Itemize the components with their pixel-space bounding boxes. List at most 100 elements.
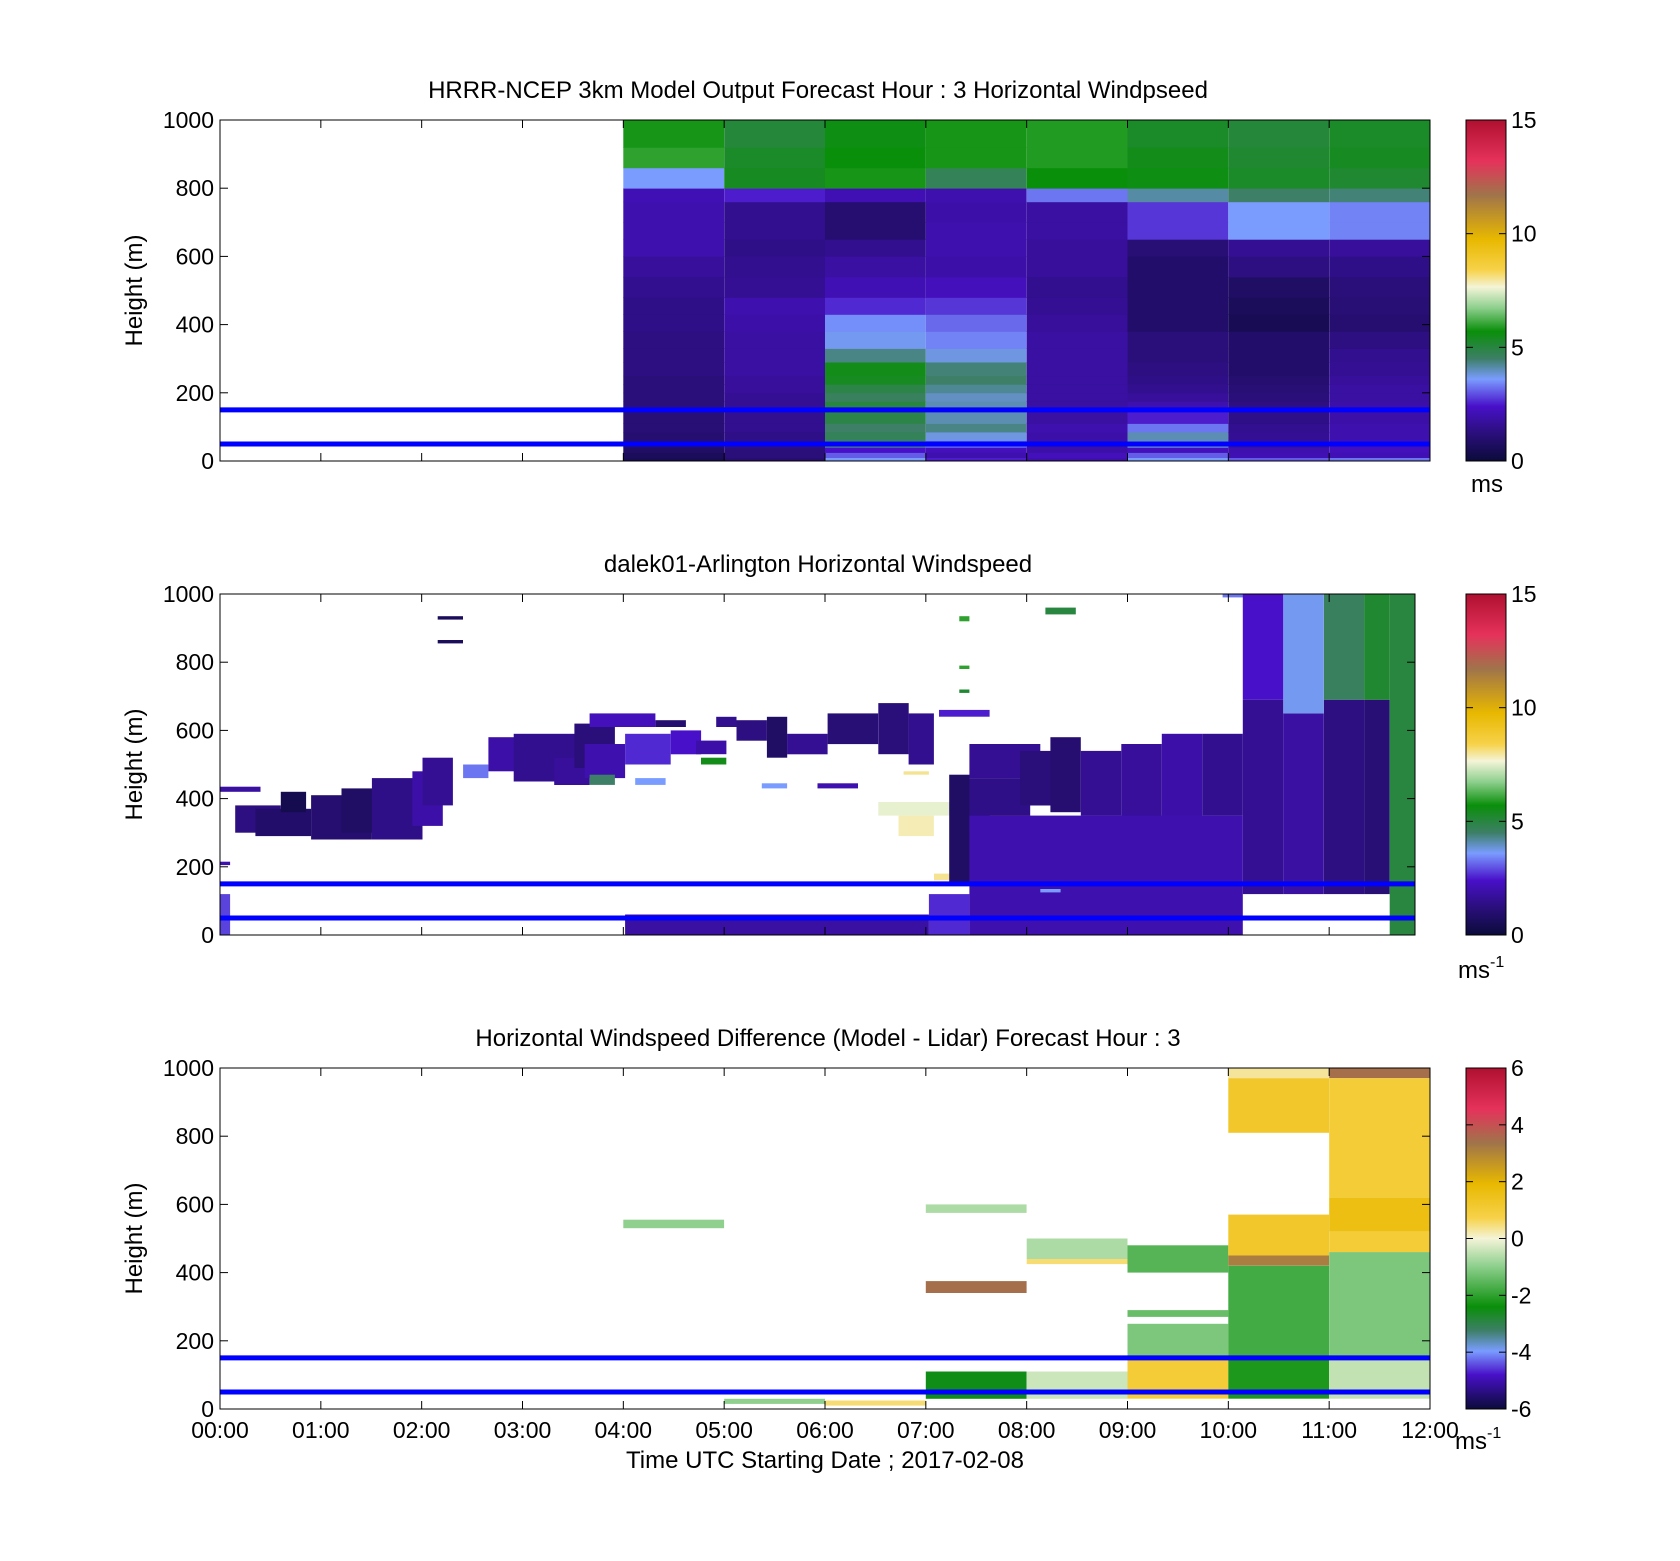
heatmap-cell	[1228, 314, 1330, 332]
heatmap-cell	[463, 764, 489, 779]
colorbar-tick-label: 0	[1511, 1226, 1524, 1252]
heatmap-cell	[623, 297, 725, 315]
panel-model-heatmap	[623, 120, 1430, 462]
heatmap-cell	[1127, 1245, 1229, 1273]
x-axis-label: Time UTC Starting Date ; 2017-02-08	[626, 1447, 1024, 1474]
panel-model-reference-lines	[220, 407, 1430, 447]
heatmap-cell	[1127, 120, 1229, 148]
heatmap-cell	[724, 375, 825, 385]
heatmap-cell	[787, 733, 828, 755]
heatmap-cell	[724, 314, 825, 332]
panel-model-colorbar	[1465, 119, 1507, 462]
heatmap-cell	[928, 894, 970, 935]
heatmap-cell	[220, 786, 261, 792]
heatmap-cell	[1329, 1078, 1430, 1198]
heatmap-cell	[825, 222, 926, 240]
heatmap-cell	[1329, 188, 1430, 203]
heatmap-cell	[825, 409, 926, 424]
heatmap-cell	[925, 447, 1027, 453]
heatmap-cell	[1228, 1255, 1330, 1266]
heatmap-cell	[623, 409, 725, 424]
heatmap-cell	[1228, 276, 1330, 298]
heatmap-cell	[1222, 594, 1248, 598]
colorbar-tick-label: -6	[1511, 1396, 1531, 1422]
heatmap-cell	[825, 447, 926, 453]
heatmap-cell	[724, 409, 825, 424]
heatmap-cell	[825, 201, 926, 223]
heatmap-cell	[1127, 432, 1229, 441]
heatmap-cell	[925, 256, 1027, 278]
heatmap-cell	[825, 147, 926, 169]
heatmap-cell	[623, 452, 725, 458]
heatmap-cell	[1228, 447, 1330, 453]
heatmap-cell	[959, 689, 970, 693]
heatmap-cell	[1329, 276, 1430, 298]
heatmap-cell	[1329, 201, 1430, 223]
heatmap-cell	[1127, 1323, 1229, 1358]
colorbar-tick-label: 0	[1511, 448, 1524, 474]
heatmap-cell	[925, 392, 1027, 402]
panel-lidar-y-ticks: 0 200 400 600 800 1000	[163, 581, 1415, 948]
heatmap-cell	[716, 716, 737, 727]
heatmap-cell	[925, 188, 1027, 203]
heatmap-cell	[724, 331, 825, 349]
heatmap-cell	[1228, 1214, 1330, 1256]
heatmap-cell	[1127, 331, 1229, 349]
heatmap-cell	[724, 384, 825, 394]
heatmap-cell	[878, 703, 909, 755]
heatmap-cell	[925, 167, 1027, 189]
heatmap-cell	[925, 201, 1027, 223]
heatmap-cell	[670, 730, 702, 755]
colorbar-tick-label: 6	[1511, 1055, 1524, 1081]
heatmap-cell	[724, 188, 825, 203]
heatmap-cell	[724, 362, 825, 377]
heatmap-cell	[1228, 331, 1330, 349]
heatmap-cell	[1329, 222, 1430, 240]
heatmap-cell	[1026, 452, 1128, 458]
heatmap-cell	[1329, 1197, 1430, 1232]
heatmap-cell	[623, 314, 725, 332]
heatmap-cell	[280, 791, 307, 813]
panel-model-title: HRRR-NCEP 3km Model Output Forecast Hour…	[428, 77, 1208, 104]
heatmap-cell	[825, 423, 926, 433]
heatmap-cell	[724, 457, 825, 462]
heatmap-cell	[1026, 457, 1128, 462]
heatmap-cell	[724, 297, 825, 315]
heatmap-cell	[1127, 348, 1229, 363]
heatmap-cell	[1329, 331, 1430, 349]
heatmap-cell	[1329, 432, 1430, 441]
heatmap-cell	[422, 757, 453, 806]
x-tick-label: 00:00	[191, 1417, 249, 1443]
panel-model-ylabel: Height (m)	[121, 234, 148, 346]
panel-difference-reference-lines	[220, 1355, 1430, 1395]
heatmap-cell	[1127, 314, 1229, 332]
colorbar-tick-label: 15	[1511, 107, 1537, 133]
heatmap-cell	[825, 239, 926, 257]
heatmap-cell	[925, 147, 1027, 169]
heatmap-cell	[925, 276, 1027, 298]
heatmap-cell	[736, 720, 767, 741]
panel-model-colorbar-unit: ms	[1471, 471, 1503, 498]
heatmap-cell	[655, 720, 686, 727]
heatmap-cell	[1228, 239, 1330, 257]
heatmap-cell	[1228, 201, 1330, 223]
heatmap-cell	[925, 314, 1027, 332]
heatmap-cell	[1329, 1068, 1430, 1079]
heatmap-cell	[623, 201, 725, 223]
x-tick-label: 03:00	[494, 1417, 552, 1443]
x-tick-label: 11:00	[1301, 1417, 1357, 1443]
heatmap-cell	[1026, 201, 1128, 223]
panel-lidar-colorbar-ticks: 0 5 10 15	[1466, 581, 1537, 948]
heatmap-cell	[908, 713, 934, 765]
y-tick-label: 600	[176, 717, 214, 743]
panel-difference-unit-exponent: -1	[1487, 1425, 1501, 1442]
heatmap-cell	[1329, 167, 1430, 189]
heatmap-cell	[925, 297, 1027, 315]
y-tick-label: 400	[176, 1260, 214, 1286]
heatmap-cell	[1242, 594, 1284, 700]
heatmap-cell	[825, 276, 926, 298]
heatmap-cell	[1329, 348, 1430, 363]
heatmap-cell	[761, 783, 788, 789]
heatmap-cell	[878, 802, 960, 816]
heatmap-cell	[1127, 409, 1229, 424]
